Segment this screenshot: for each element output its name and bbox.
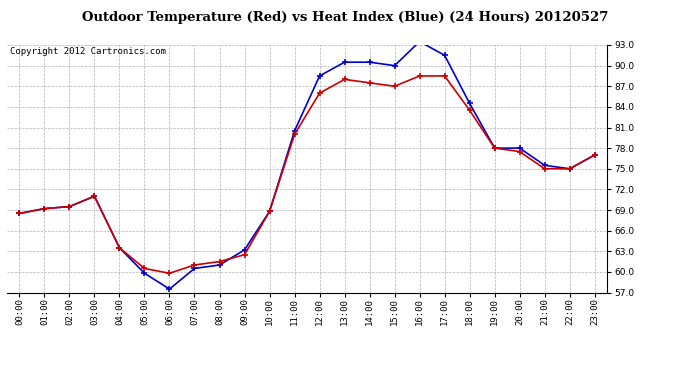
Text: Outdoor Temperature (Red) vs Heat Index (Blue) (24 Hours) 20120527: Outdoor Temperature (Red) vs Heat Index …: [82, 11, 608, 24]
Text: Copyright 2012 Cartronics.com: Copyright 2012 Cartronics.com: [10, 48, 166, 57]
